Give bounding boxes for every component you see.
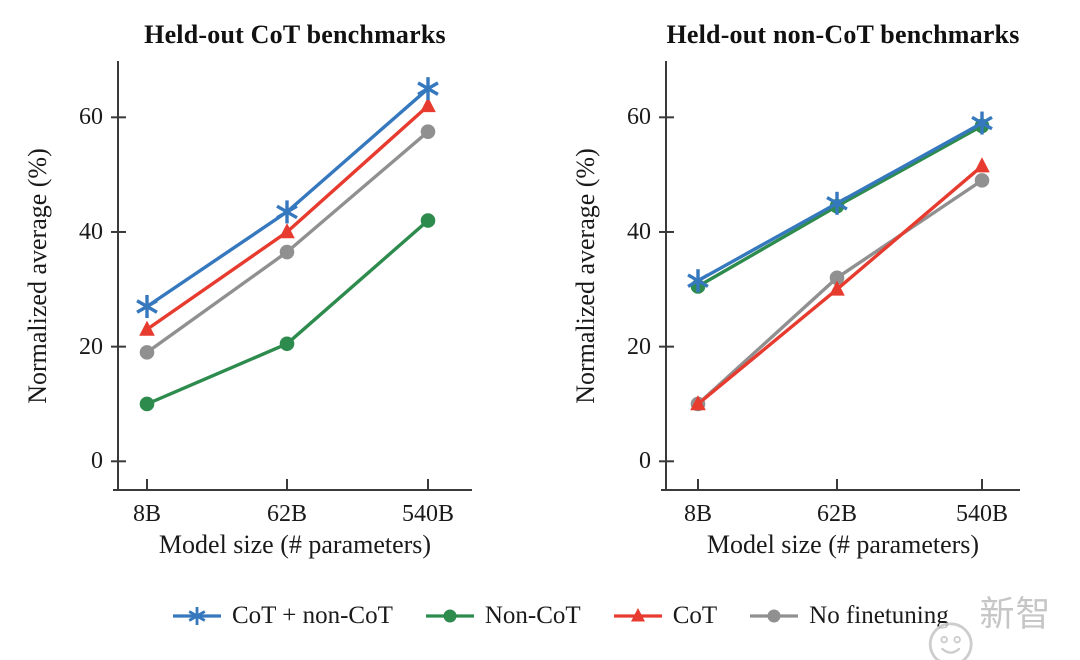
star-marker-icon bbox=[173, 607, 221, 625]
series-non-cot bbox=[139, 213, 436, 412]
x-tick-label: 62B bbox=[266, 501, 307, 527]
x-tick-label: 8B bbox=[683, 501, 712, 527]
star-spoke bbox=[188, 610, 206, 622]
series-cot bbox=[139, 97, 436, 336]
series-line bbox=[146, 87, 430, 308]
data-point-marker bbox=[767, 609, 781, 623]
data-point-marker bbox=[139, 320, 155, 336]
legend-label: No finetuning bbox=[809, 602, 949, 629]
x-axis-label-right: Model size (# parameters) bbox=[706, 530, 980, 559]
legend-item-cot-plus-noncot: CoT + non-CoT bbox=[170, 602, 393, 630]
series-no-finetuning bbox=[139, 124, 436, 360]
data-point-marker bbox=[188, 607, 206, 625]
plot-right bbox=[659, 61, 1020, 491]
y-tick-label: 0 bbox=[91, 448, 103, 475]
y-tick-label: 40 bbox=[79, 218, 103, 245]
legend-item-cot: CoT bbox=[611, 602, 717, 630]
data-point-marker bbox=[420, 213, 436, 228]
legend: CoT + non-CoT Non-CoT CoT No finetuning bbox=[170, 598, 949, 634]
data-point-marker bbox=[420, 97, 436, 113]
star-spoke bbox=[971, 115, 993, 131]
circle-marker-icon bbox=[425, 609, 474, 623]
legend-label: Non-CoT bbox=[484, 602, 581, 629]
y-tick-label: 60 bbox=[627, 104, 651, 131]
x-axis-label-left: Model size (# parameters) bbox=[158, 530, 432, 559]
data-point-marker bbox=[690, 395, 706, 411]
x-tick-label: 540B bbox=[955, 501, 1008, 527]
data-point-marker bbox=[279, 244, 295, 260]
triangle-marker-icon bbox=[613, 608, 662, 622]
chart-title-left: Held-out CoT benchmarks bbox=[144, 20, 446, 49]
data-point-marker bbox=[417, 77, 439, 101]
legend-item-no-finetuning: No finetuning bbox=[747, 602, 949, 630]
series-cot-non-cot bbox=[687, 111, 993, 293]
chart-title-right: Held-out non-CoT benchmarks bbox=[666, 20, 1020, 49]
star-spoke bbox=[276, 204, 298, 220]
star-spoke bbox=[136, 299, 158, 314]
data-point-marker bbox=[443, 609, 457, 623]
data-point-marker bbox=[279, 223, 295, 239]
data-point-marker bbox=[420, 124, 436, 139]
y-tick-label: 40 bbox=[627, 218, 651, 245]
data-point-marker bbox=[974, 173, 990, 188]
x-tick-label: 62B bbox=[816, 501, 857, 527]
series-no-finetuning bbox=[690, 173, 990, 412]
y-tick-label: 0 bbox=[639, 448, 651, 475]
x-tick-label: 540B bbox=[401, 501, 454, 527]
series-cot bbox=[690, 157, 990, 411]
data-point-marker bbox=[630, 608, 645, 622]
data-point-marker bbox=[279, 336, 295, 352]
plot-left bbox=[111, 61, 472, 491]
series-line bbox=[146, 130, 430, 354]
data-point-marker bbox=[276, 200, 298, 224]
y-tick-label: 20 bbox=[627, 333, 651, 360]
data-point-marker bbox=[136, 295, 158, 319]
x-tick-label: 8B bbox=[132, 501, 161, 527]
data-point-marker bbox=[687, 269, 709, 293]
data-point-marker bbox=[826, 191, 848, 215]
data-point-marker bbox=[974, 157, 990, 173]
data-point-marker bbox=[139, 345, 155, 360]
data-point-marker bbox=[139, 396, 155, 412]
series-cot-non-cot bbox=[136, 77, 439, 319]
star-spoke bbox=[826, 196, 848, 211]
data-point-marker bbox=[971, 111, 993, 135]
data-point-marker bbox=[829, 270, 845, 286]
legend-label: CoT bbox=[672, 602, 718, 629]
circle-marker-icon bbox=[750, 609, 799, 623]
legend-label: CoT + non-CoT bbox=[232, 602, 393, 629]
legend-item-noncot: Non-CoT bbox=[423, 602, 581, 630]
data-point-marker bbox=[829, 280, 845, 296]
star-spoke bbox=[687, 273, 709, 288]
y-tick-label: 60 bbox=[79, 104, 103, 131]
y-tick-label: 20 bbox=[79, 333, 103, 360]
star-spoke bbox=[417, 81, 439, 96]
